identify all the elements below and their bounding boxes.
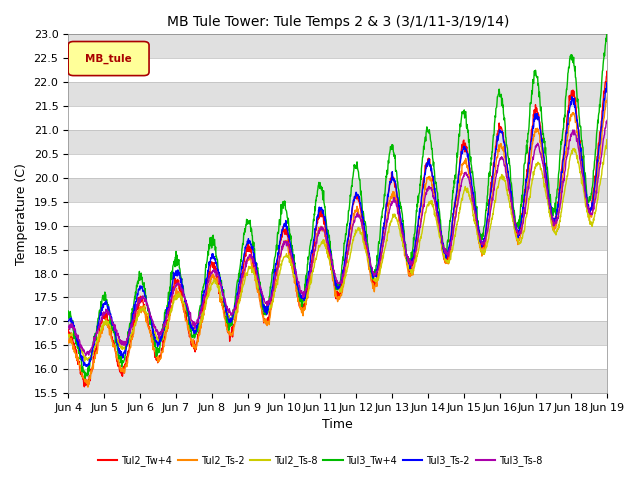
- Tul2_Ts-8: [81, 359, 88, 364]
- Tul3_Ts-8: [64, 324, 72, 330]
- Bar: [68, 130, 607, 154]
- Tul3_Tw+4: [372, 273, 380, 278]
- Tul3_Ts-8: [604, 117, 611, 123]
- Tul3_Tw+4: [294, 281, 301, 287]
- Tul2_Tw+4: [129, 334, 136, 339]
- Line: Tul2_Ts-2: Tul2_Ts-2: [68, 97, 607, 387]
- Tul3_Ts-2: [294, 279, 301, 285]
- Tul2_Tw+4: [305, 279, 312, 285]
- Tul2_Ts-2: [64, 337, 72, 343]
- Tul2_Ts-8: [64, 332, 72, 337]
- Tul2_Ts-2: [372, 282, 380, 288]
- Tul2_Tw+4: [106, 328, 114, 334]
- Bar: [68, 274, 607, 298]
- Tul2_Tw+4: [604, 68, 611, 74]
- Tul2_Tw+4: [604, 73, 611, 79]
- Tul3_Ts-8: [106, 313, 114, 319]
- Tul2_Ts-8: [314, 248, 322, 253]
- Tul2_Ts-2: [84, 384, 92, 390]
- Tul2_Ts-8: [106, 320, 114, 326]
- Line: Tul3_Tw+4: Tul3_Tw+4: [68, 32, 607, 378]
- Tul2_Ts-2: [294, 290, 301, 296]
- Tul2_Ts-8: [129, 330, 136, 336]
- Tul2_Ts-8: [305, 288, 312, 294]
- Tul3_Ts-2: [604, 80, 611, 85]
- Tul2_Ts-2: [106, 329, 114, 335]
- Tul3_Tw+4: [305, 256, 312, 262]
- Tul3_Tw+4: [64, 308, 72, 314]
- Tul3_Ts-2: [305, 269, 312, 275]
- Tul3_Tw+4: [129, 306, 136, 312]
- Legend: Tul2_Tw+4, Tul2_Ts-2, Tul2_Ts-8, Tul3_Tw+4, Tul3_Ts-2, Tul3_Ts-8: Tul2_Tw+4, Tul2_Ts-2, Tul2_Ts-8, Tul3_Tw…: [93, 452, 547, 470]
- Tul3_Ts-2: [64, 318, 72, 324]
- Tul3_Tw+4: [314, 183, 322, 189]
- Tul3_Ts-8: [129, 322, 136, 327]
- Tul2_Ts-8: [604, 136, 611, 142]
- Tul2_Ts-8: [294, 284, 301, 289]
- Y-axis label: Temperature (C): Temperature (C): [15, 163, 28, 264]
- Title: MB Tule Tower: Tule Temps 2 & 3 (3/1/11-3/19/14): MB Tule Tower: Tule Temps 2 & 3 (3/1/11-…: [166, 15, 509, 29]
- Tul3_Ts-2: [106, 312, 114, 318]
- Tul2_Ts-2: [305, 288, 312, 294]
- Bar: [68, 178, 607, 202]
- Text: MB_tule: MB_tule: [85, 53, 132, 63]
- Tul3_Ts-8: [305, 279, 312, 285]
- Tul2_Tw+4: [294, 294, 301, 300]
- Tul3_Tw+4: [106, 321, 114, 326]
- Tul3_Ts-2: [604, 84, 611, 90]
- Tul2_Ts-8: [372, 277, 380, 283]
- Tul3_Ts-8: [82, 353, 90, 359]
- Bar: [68, 322, 607, 345]
- X-axis label: Time: Time: [323, 419, 353, 432]
- Line: Tul2_Ts-8: Tul2_Ts-8: [68, 139, 607, 361]
- Line: Tul3_Ts-2: Tul3_Ts-2: [68, 83, 607, 366]
- Tul2_Ts-8: [604, 139, 611, 144]
- Tul3_Tw+4: [604, 29, 611, 35]
- Tul2_Ts-2: [604, 94, 611, 100]
- FancyBboxPatch shape: [68, 41, 149, 75]
- Bar: [68, 226, 607, 250]
- Bar: [68, 82, 607, 106]
- Tul3_Ts-2: [314, 214, 322, 220]
- Tul3_Ts-8: [314, 230, 322, 236]
- Line: Tul3_Ts-8: Tul3_Ts-8: [68, 120, 607, 356]
- Tul2_Ts-2: [314, 229, 322, 235]
- Tul3_Ts-2: [372, 271, 380, 277]
- Bar: [68, 35, 607, 58]
- Line: Tul2_Tw+4: Tul2_Tw+4: [68, 71, 607, 387]
- Tul2_Tw+4: [81, 384, 88, 390]
- Tul2_Tw+4: [314, 216, 322, 222]
- Bar: [68, 369, 607, 393]
- Tul2_Tw+4: [372, 279, 380, 285]
- Tul2_Ts-2: [129, 336, 136, 342]
- Tul3_Ts-2: [83, 363, 91, 369]
- Tul3_Tw+4: [81, 375, 89, 381]
- Tul3_Ts-2: [129, 317, 136, 323]
- Tul3_Ts-8: [294, 276, 301, 281]
- Tul2_Tw+4: [64, 326, 72, 332]
- Tul3_Ts-8: [372, 272, 380, 277]
